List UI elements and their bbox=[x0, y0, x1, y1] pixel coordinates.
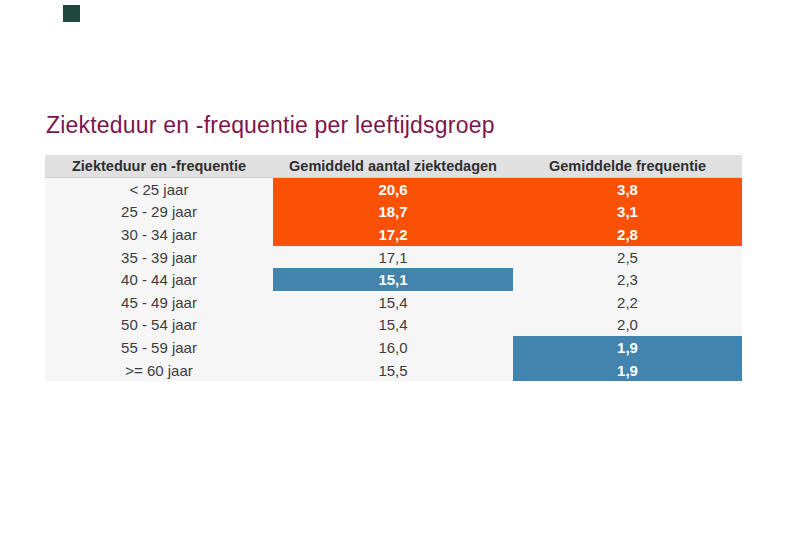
table-row: 45 - 49 jaar15,42,2 bbox=[45, 291, 742, 314]
age-group-cell: 55 - 59 jaar bbox=[45, 336, 273, 359]
frequency-cell: 2,0 bbox=[513, 314, 742, 337]
age-group-cell: 50 - 54 jaar bbox=[45, 314, 273, 337]
table-row: >= 60 jaar15,51,9 bbox=[45, 359, 742, 382]
age-group-cell: 35 - 39 jaar bbox=[45, 246, 273, 269]
table-row: 50 - 54 jaar15,42,0 bbox=[45, 314, 742, 337]
table-header-row: Ziekteduur en -frequentie Gemiddeld aant… bbox=[45, 155, 742, 178]
frequency-cell: 2,2 bbox=[513, 291, 742, 314]
table-row: 55 - 59 jaar16,01,9 bbox=[45, 336, 742, 359]
sick-days-cell: 16,0 bbox=[273, 336, 513, 359]
age-group-cell: < 25 jaar bbox=[45, 178, 273, 201]
frequency-cell: 2,3 bbox=[513, 268, 742, 291]
sick-days-cell: 15,5 bbox=[273, 359, 513, 382]
brand-square-logo bbox=[63, 5, 80, 22]
sick-days-cell: 17,2 bbox=[273, 223, 513, 246]
column-header-frequency: Gemiddelde frequentie bbox=[513, 155, 742, 177]
table-body: < 25 jaar20,63,825 - 29 jaar18,73,130 - … bbox=[45, 178, 742, 381]
sick-days-cell: 17,1 bbox=[273, 246, 513, 269]
age-group-cell: >= 60 jaar bbox=[45, 359, 273, 382]
sick-days-cell: 15,4 bbox=[273, 291, 513, 314]
age-group-cell: 25 - 29 jaar bbox=[45, 201, 273, 224]
frequency-cell: 3,1 bbox=[513, 201, 742, 224]
table-row: 40 - 44 jaar15,12,3 bbox=[45, 268, 742, 291]
column-header-sick-days: Gemiddeld aantal ziektedagen bbox=[273, 155, 513, 177]
age-group-cell: 40 - 44 jaar bbox=[45, 268, 273, 291]
table-row: < 25 jaar20,63,8 bbox=[45, 178, 742, 201]
frequency-cell: 1,9 bbox=[513, 359, 742, 382]
frequency-cell: 2,8 bbox=[513, 223, 742, 246]
table-row: 30 - 34 jaar17,22,8 bbox=[45, 223, 742, 246]
page-title: Ziekteduur en -frequentie per leeftijdsg… bbox=[46, 112, 495, 139]
sick-days-cell: 15,1 bbox=[273, 268, 513, 291]
sick-days-cell: 15,4 bbox=[273, 314, 513, 337]
age-group-cell: 45 - 49 jaar bbox=[45, 291, 273, 314]
table-row: 35 - 39 jaar17,12,5 bbox=[45, 246, 742, 269]
page: Ziekteduur en -frequentie per leeftijdsg… bbox=[0, 0, 800, 533]
column-header-age-group: Ziekteduur en -frequentie bbox=[45, 155, 273, 177]
sick-days-cell: 18,7 bbox=[273, 201, 513, 224]
frequency-cell: 1,9 bbox=[513, 336, 742, 359]
frequency-cell: 3,8 bbox=[513, 178, 742, 201]
sick-days-cell: 20,6 bbox=[273, 178, 513, 201]
frequency-cell: 2,5 bbox=[513, 246, 742, 269]
age-group-cell: 30 - 34 jaar bbox=[45, 223, 273, 246]
sickness-table: Ziekteduur en -frequentie Gemiddeld aant… bbox=[45, 155, 742, 381]
table-row: 25 - 29 jaar18,73,1 bbox=[45, 201, 742, 224]
